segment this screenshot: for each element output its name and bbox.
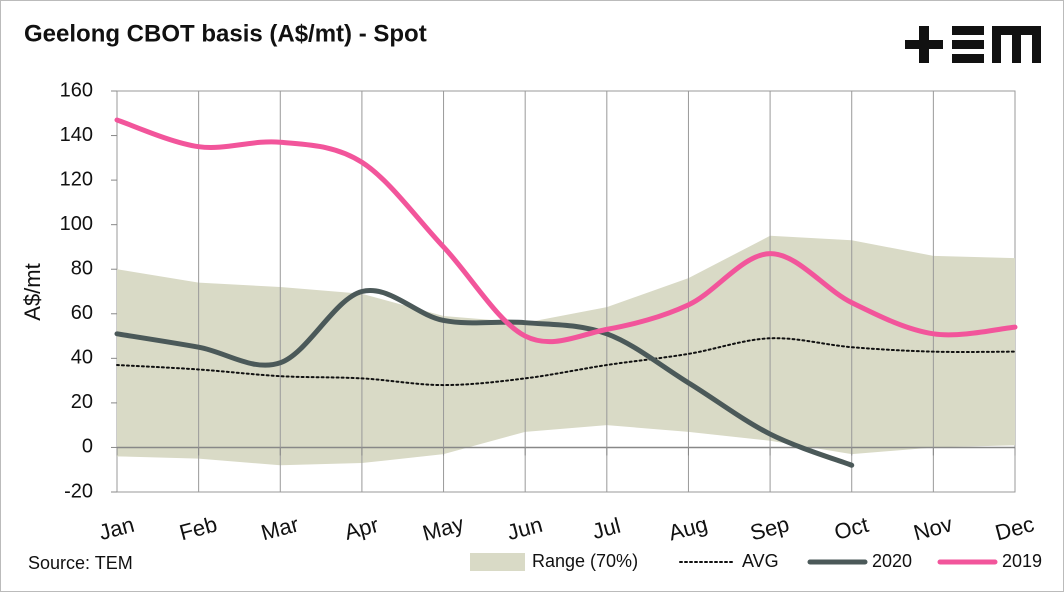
- legend-label: AVG: [742, 551, 779, 571]
- legend-label: Range (70%): [532, 551, 638, 571]
- legend-label: 2020: [872, 551, 912, 571]
- series-line: [116, 337, 1016, 387]
- y-tick-label: 140: [60, 124, 93, 146]
- y-tick-label: 0: [82, 436, 93, 458]
- y-tick-label: -20: [64, 480, 93, 502]
- legend-swatch: [470, 553, 525, 571]
- y-axis-label: A$/mt: [20, 263, 45, 320]
- y-tick-label: 100: [60, 213, 93, 235]
- y-tick-label: 40: [71, 347, 93, 369]
- source: Source: TEM: [28, 553, 133, 573]
- logo: [905, 26, 1041, 63]
- series-line: [114, 117, 1018, 345]
- plot: [116, 90, 1016, 493]
- series-line: [114, 287, 855, 468]
- series-layer: [117, 235, 1015, 466]
- grid-layer: [116, 91, 1016, 492]
- chart-title: Geelong CBOT basis (A$/mt) - Spot: [24, 20, 427, 47]
- range-band: [117, 235, 1015, 466]
- y-tick-label: 160: [60, 79, 93, 101]
- y-tick-label: 20: [71, 391, 93, 413]
- y-tick-label: 60: [71, 302, 93, 324]
- legend-label: 2019: [1002, 551, 1042, 571]
- y-tick-label: 120: [60, 168, 93, 190]
- y-tick-label: 80: [71, 258, 93, 280]
